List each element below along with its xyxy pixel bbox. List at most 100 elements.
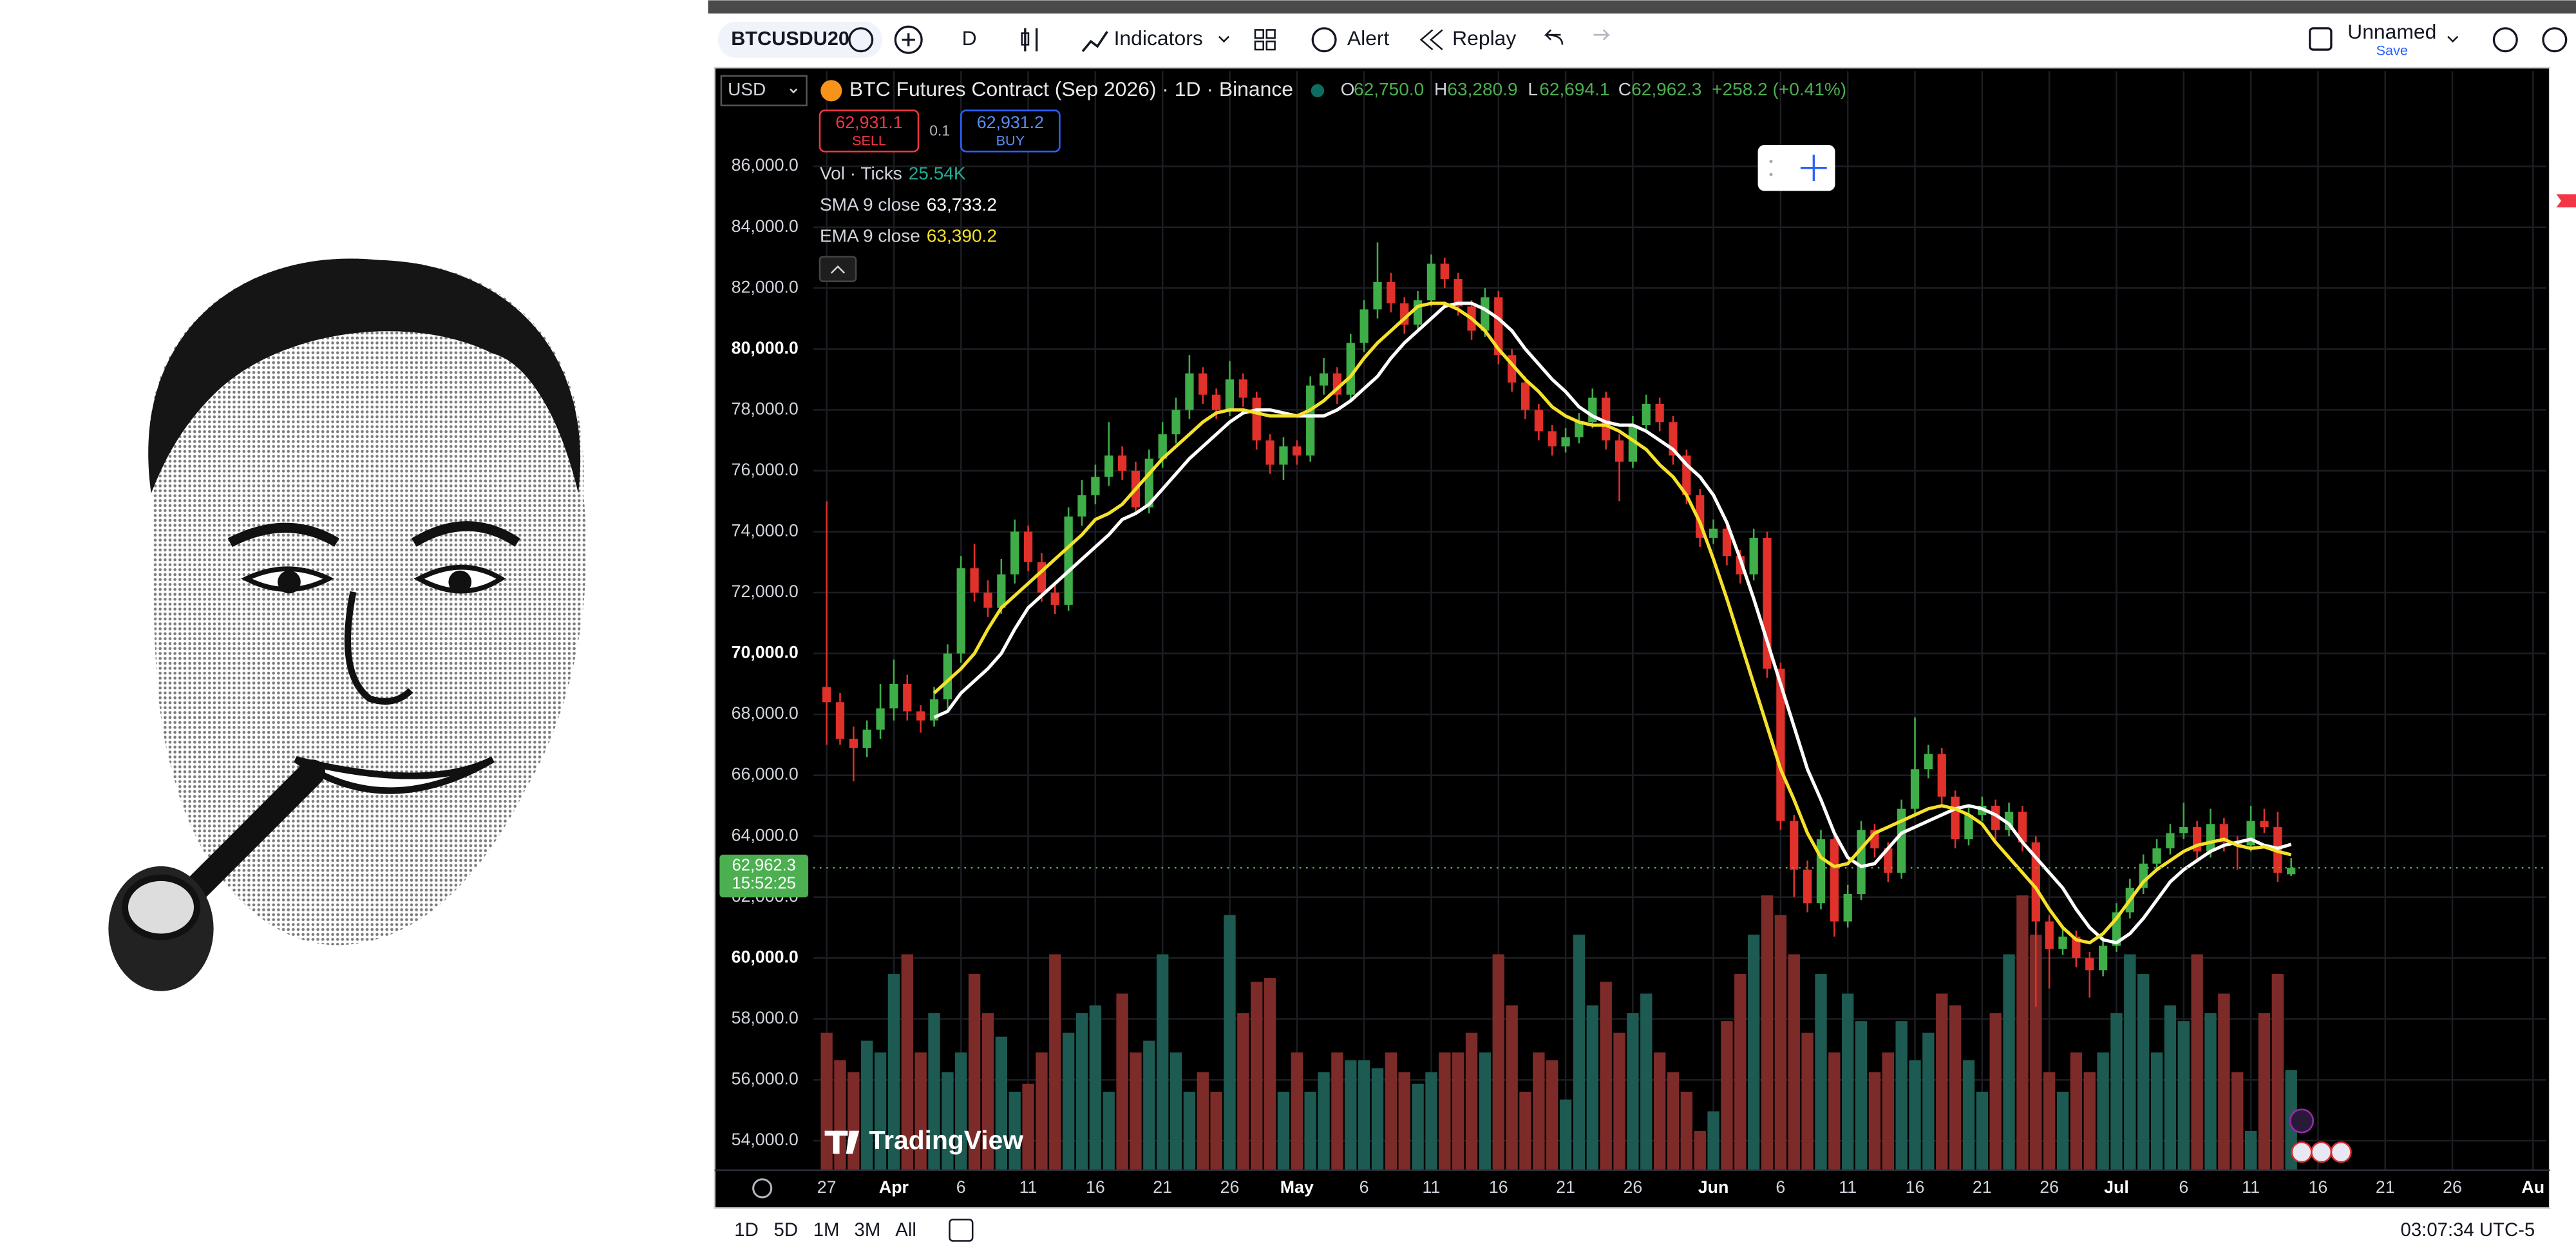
volume-bar xyxy=(1680,1091,1693,1170)
indicator-value: 63,733.2 xyxy=(927,195,997,214)
indicator-name[interactable]: Vol · Ticks xyxy=(820,163,902,183)
volume-bar xyxy=(1855,1021,1868,1170)
buy-button[interactable] xyxy=(960,109,1061,153)
candle-body xyxy=(1615,440,1624,462)
candle-body xyxy=(1185,373,1194,410)
y-tick-label: 86,000.0 xyxy=(732,155,799,175)
candle-body xyxy=(1293,446,1302,456)
candle-body xyxy=(1212,394,1221,410)
candle-body xyxy=(1575,422,1584,437)
candle-body xyxy=(876,708,885,730)
range-button[interactable]: 3M xyxy=(855,1219,881,1241)
volume-bar xyxy=(928,1013,940,1170)
range-button[interactable]: All xyxy=(895,1219,916,1241)
layout-name[interactable]: Unnamed xyxy=(2347,20,2436,43)
volume-bar xyxy=(1801,1032,1814,1170)
volume-bar xyxy=(1842,993,1854,1170)
undo-button[interactable] xyxy=(1544,29,1564,45)
volume-bar xyxy=(2056,1091,2069,1170)
ohlc-key: O xyxy=(1341,79,1355,99)
compare-button[interactable] xyxy=(894,25,923,54)
candle-body xyxy=(1064,516,1073,605)
quick-search[interactable] xyxy=(2492,27,2518,53)
ohlc-value: 62,694.1 xyxy=(1539,79,1609,99)
volume-bar xyxy=(2083,1072,2096,1170)
event-icon[interactable] xyxy=(2311,1141,2333,1163)
ohlc-key: L xyxy=(1528,79,1538,99)
volume-bar xyxy=(1949,1005,1962,1170)
currency[interactable]: USD xyxy=(728,79,766,99)
y-tick-label: 58,000.0 xyxy=(732,1008,799,1027)
drawing-widget[interactable] xyxy=(1757,145,1835,191)
x-tick-label: 6 xyxy=(956,1177,966,1197)
volume-bar xyxy=(1412,1083,1424,1170)
y-tick-label: 64,000.0 xyxy=(732,825,799,844)
sell-label[interactable]: SELL xyxy=(852,133,886,149)
candle-body xyxy=(1426,263,1436,301)
collapse-icon xyxy=(830,265,846,274)
indicators-button[interactable]: Indicators xyxy=(1114,26,1203,50)
volume-bar xyxy=(2244,1130,2257,1170)
volume-bar xyxy=(848,1072,860,1170)
volume-bar xyxy=(1613,1032,1625,1170)
market-status xyxy=(1311,84,1325,98)
brand: TradingView xyxy=(869,1125,1023,1155)
candle-body xyxy=(1279,446,1288,465)
buy-price[interactable]: 62,931.2 xyxy=(977,113,1044,132)
chart-type-button[interactable] xyxy=(1024,28,1038,52)
alert-button[interactable]: Alert xyxy=(1347,26,1390,50)
candle-body xyxy=(1494,297,1503,356)
range-button[interactable]: 1M xyxy=(813,1219,840,1241)
indicator-name[interactable]: EMA 9 close xyxy=(820,225,920,245)
range-button[interactable]: 5D xyxy=(774,1219,799,1241)
candle-body xyxy=(1373,281,1382,310)
layout-icon[interactable] xyxy=(2309,27,2333,51)
candle-body xyxy=(970,568,979,593)
candle-body xyxy=(2072,937,2081,958)
range-button[interactable]: 1D xyxy=(734,1219,759,1241)
interval-button[interactable]: D xyxy=(962,26,977,50)
indicators-icon xyxy=(1081,30,1108,52)
volume-bar xyxy=(968,974,981,1170)
event-icon[interactable] xyxy=(2291,1141,2313,1163)
replay-button[interactable]: Replay xyxy=(1452,26,1516,50)
dropdown[interactable] xyxy=(2447,35,2459,43)
volume-bar xyxy=(1062,1032,1075,1170)
event-icon[interactable] xyxy=(2289,1109,2315,1134)
y-tick-label: 84,000.0 xyxy=(732,216,799,236)
x-tick-label: 26 xyxy=(2443,1177,2462,1197)
volume-bar xyxy=(1224,915,1236,1170)
sell-button[interactable] xyxy=(819,109,920,153)
sell-price[interactable]: 62,931.1 xyxy=(835,113,902,132)
axis-settings[interactable] xyxy=(752,1178,773,1199)
volume-bar xyxy=(1385,1052,1397,1170)
templates-icon[interactable] xyxy=(1254,29,1265,39)
volume-bar xyxy=(1747,935,1760,1170)
settings[interactable] xyxy=(2542,27,2568,53)
save-button[interactable]: Save xyxy=(2376,42,2408,58)
candle-body xyxy=(2166,833,2175,849)
dropdown xyxy=(790,88,798,94)
indicator-name[interactable]: SMA 9 close xyxy=(820,195,920,214)
ohlc-key: C xyxy=(1618,79,1631,99)
buy-label[interactable]: BUY xyxy=(996,133,1025,149)
y-tick-label: 74,000.0 xyxy=(732,521,799,540)
candle-body xyxy=(1413,300,1423,325)
collapse-legend[interactable] xyxy=(819,256,857,283)
candle-body xyxy=(1910,769,1920,809)
favorite-icon[interactable] xyxy=(848,27,874,53)
dropdown[interactable] xyxy=(1218,35,1230,43)
volume-bar xyxy=(1277,1091,1290,1170)
event-icon[interactable] xyxy=(2330,1141,2352,1163)
volume-bar xyxy=(1519,1091,1531,1170)
volume-bar xyxy=(2150,1052,2163,1170)
volume-bar xyxy=(887,974,900,1170)
volume-bar xyxy=(2030,935,2042,1170)
date-range-icon[interactable] xyxy=(949,1219,974,1242)
volume-bar xyxy=(874,1052,887,1170)
right-toolbar xyxy=(2550,68,2576,1208)
symbol-search[interactable] xyxy=(717,21,882,58)
redo-button[interactable] xyxy=(1593,29,1611,41)
x-tick-label: 26 xyxy=(1624,1177,1643,1197)
symbol[interactable]: BTCUSDU20 xyxy=(731,28,849,50)
